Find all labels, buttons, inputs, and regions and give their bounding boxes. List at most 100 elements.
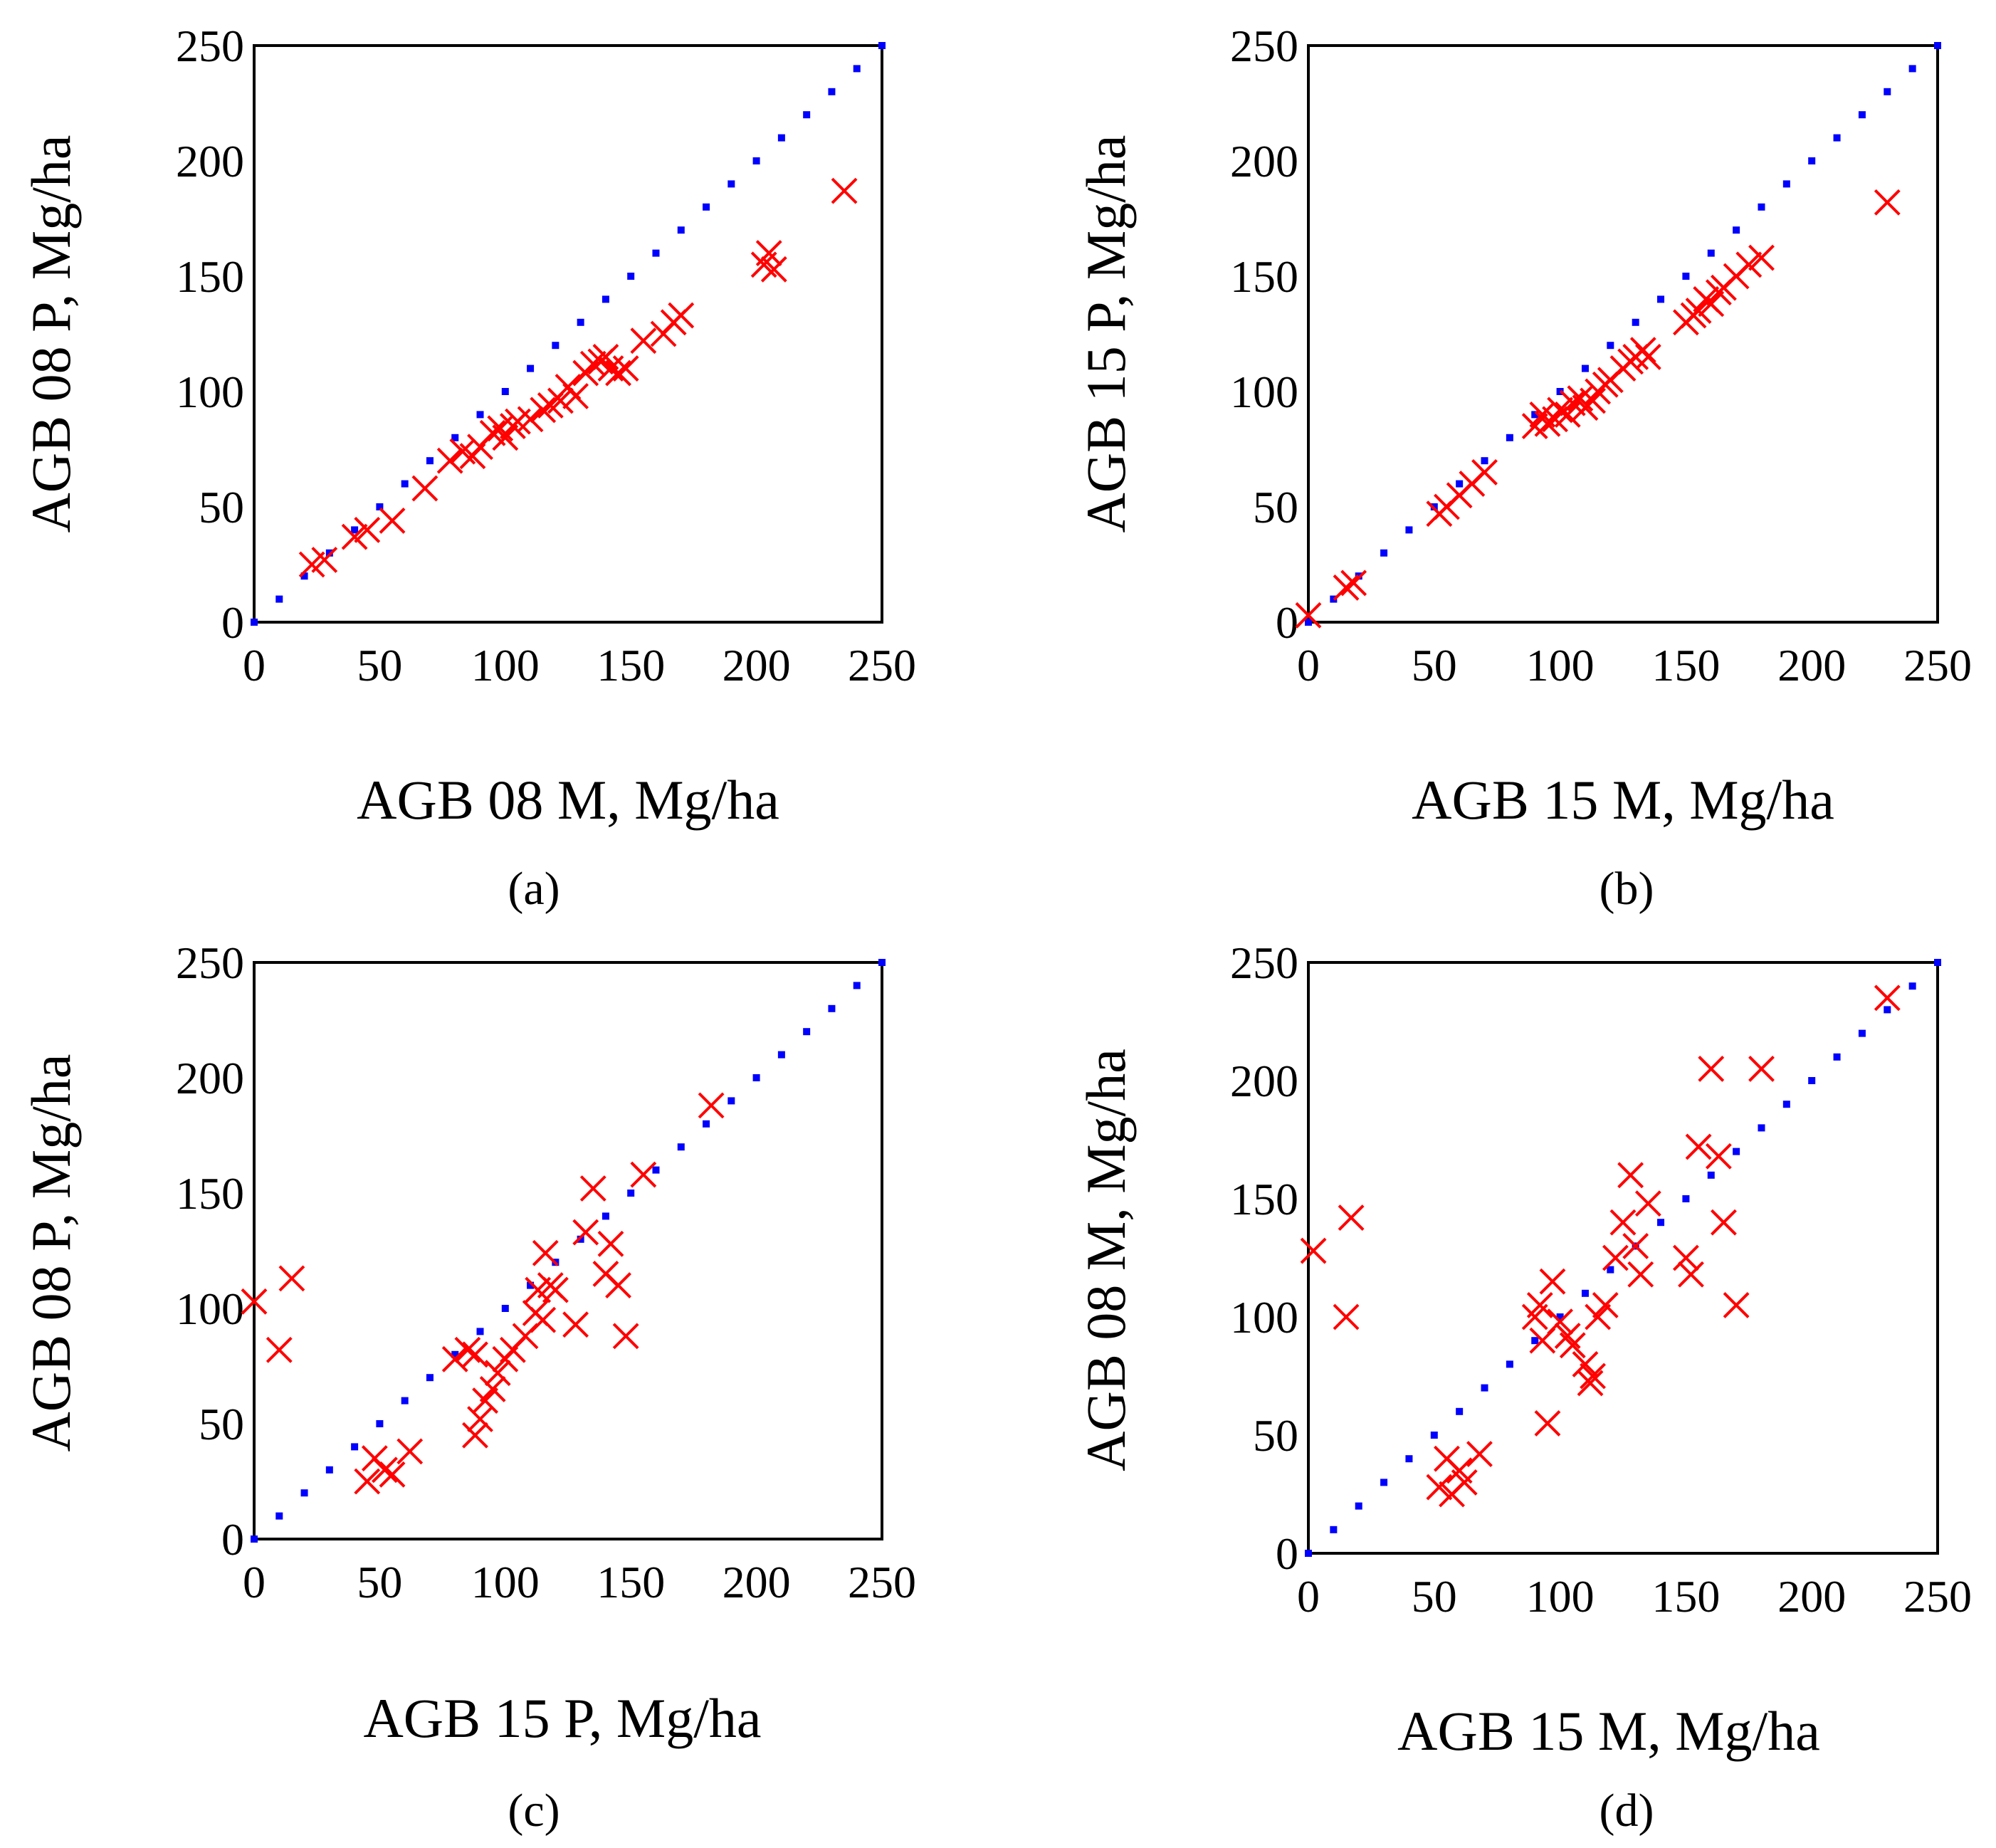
identity-dot (1506, 1360, 1513, 1368)
data-point (1338, 1204, 1365, 1231)
data-point (1585, 1303, 1612, 1330)
identity-dot (1305, 619, 1312, 626)
identity-dot (1934, 42, 1941, 49)
y-tick-label: 250 (176, 21, 244, 71)
panel-b: 0 50 100 150 200 250 0 50 100 150 200 250 AGB 15 M… (1075, 21, 1972, 915)
data-point (1609, 1209, 1637, 1236)
data-point (311, 547, 338, 573)
identity-dot (1380, 1479, 1388, 1486)
y-tick-label: 150 (176, 1168, 244, 1219)
x-tick-label: 250 (848, 1557, 916, 1607)
identity-dot (1908, 982, 1916, 990)
x-axis-label-d: AGB 15 M, Mg/ha (1397, 1700, 1820, 1762)
data-point (530, 1306, 557, 1333)
data-point (462, 1422, 488, 1449)
identity-dot (476, 1328, 484, 1335)
identity-dot (728, 180, 735, 188)
data-point (449, 438, 476, 465)
identity-dot (1808, 1077, 1816, 1084)
data-point (1466, 1441, 1493, 1467)
identity-dot (1456, 1407, 1464, 1415)
x-ticks-c: 0 50 100 150 200 250 (243, 1557, 916, 1607)
x-tick-label: 100 (1526, 640, 1595, 691)
identity-dot (1632, 318, 1639, 326)
identity-dot (853, 982, 861, 989)
identity-dot (1858, 111, 1866, 119)
identity-dot (401, 480, 409, 488)
identity-dot (652, 1166, 660, 1174)
data-point (492, 424, 519, 451)
data-point (517, 406, 544, 433)
identity-dot (1481, 457, 1488, 465)
data-point (698, 1092, 725, 1119)
y-tick-label: 250 (1230, 21, 1298, 71)
identity-dot (1430, 1432, 1438, 1439)
data-marks-a (251, 42, 886, 626)
data-point (530, 397, 557, 424)
identity-dot (1355, 1502, 1362, 1510)
data-point (1617, 1162, 1644, 1189)
data-point (354, 1468, 381, 1495)
identity-dot (501, 388, 509, 395)
data-point (668, 302, 695, 329)
x-tick-label: 200 (723, 1557, 791, 1607)
identity-dot (1908, 65, 1916, 73)
data-point (612, 355, 639, 382)
data-point (1735, 251, 1763, 278)
identity-dot (1884, 1006, 1891, 1014)
data-point (630, 327, 657, 355)
identity-dot (1607, 1266, 1614, 1274)
y-tick-label: 50 (199, 482, 244, 532)
y-tick-label: 200 (1230, 1056, 1298, 1106)
identity-dot (251, 619, 258, 626)
x-tick-label: 150 (597, 1557, 665, 1607)
y-tick-label: 50 (1253, 1410, 1298, 1461)
y-ticks-a: 0 50 100 150 200 250 (176, 21, 244, 648)
data-point (479, 1375, 506, 1402)
identity-dot (1758, 1124, 1765, 1132)
data-point (1874, 985, 1901, 1012)
plot-area-b (1307, 44, 1939, 624)
identity-dot (401, 1397, 409, 1405)
x-ticks-a: 0 50 100 150 200 250 (243, 640, 916, 691)
data-point (1698, 1055, 1725, 1082)
data-point (1333, 1303, 1360, 1330)
data-point (1577, 1370, 1604, 1397)
data-point (1672, 1244, 1699, 1271)
identity-dot (451, 1350, 459, 1358)
identity-dot (1657, 295, 1665, 303)
data-point (1698, 290, 1725, 317)
data-point (241, 1288, 268, 1315)
data-point (1678, 1261, 1704, 1288)
data-marks-d (1300, 959, 1941, 1557)
x-tick-label: 150 (1651, 1571, 1720, 1622)
data-point (605, 359, 631, 387)
identity-dot (1707, 1171, 1715, 1179)
y-tick-label: 100 (1230, 367, 1298, 417)
identity-dot (703, 203, 710, 211)
data-point (472, 1387, 498, 1414)
plot-area-a (253, 44, 883, 624)
identity-dot (878, 959, 886, 966)
data-point (562, 1311, 589, 1338)
identity-dot (476, 411, 484, 419)
identity-dot (300, 572, 308, 580)
data-point (579, 1175, 606, 1202)
caption-d: (d) (1600, 1785, 1654, 1837)
identity-dot (803, 1028, 811, 1036)
identity-dot (376, 503, 384, 510)
x-tick-label: 0 (243, 1557, 266, 1607)
identity-dot (351, 1443, 359, 1451)
panel-a: 0 50 100 150 200 250 0 50 100 150 200 250 AGB 08 M… (20, 21, 916, 915)
identity-dot (275, 1512, 283, 1520)
identity-dot (1682, 273, 1690, 280)
y-tick-label: 100 (176, 1283, 244, 1334)
y-tick-label: 0 (221, 1514, 244, 1565)
y-tick-label: 150 (1230, 251, 1298, 302)
y-tick-label: 0 (1276, 1528, 1298, 1579)
x-tick-label: 250 (1903, 640, 1972, 691)
data-point (441, 1345, 468, 1372)
data-point (1572, 1350, 1599, 1377)
data-point (572, 1219, 599, 1246)
